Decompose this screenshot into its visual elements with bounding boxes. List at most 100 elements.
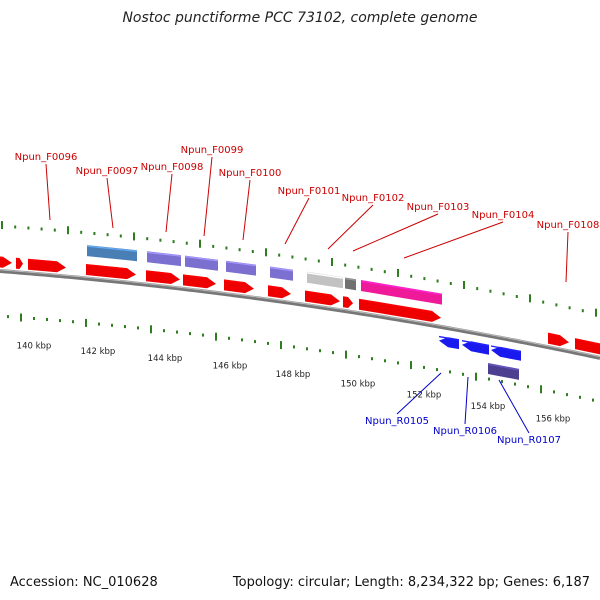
label-leader-line: [565, 231, 569, 283]
scale-ticks-inner: [7, 313, 594, 402]
scale-tick-minor: [304, 257, 307, 261]
gene-reverse-arrow: [461, 340, 490, 355]
gene-label-forward: Npun_F0104: [472, 210, 535, 221]
label-leader-line: [464, 376, 469, 425]
gene-forward-block-bevel: [269, 266, 294, 272]
scale-tick-minor: [80, 230, 83, 234]
scale-tick-minor: [344, 263, 347, 267]
scale-tick-minor: [7, 315, 9, 319]
cds-forward-arrow: [182, 274, 216, 289]
scale-label: 142 kbp: [81, 347, 116, 357]
cds-forward-arrow-body: [343, 296, 353, 308]
scale-tick-minor: [172, 240, 175, 244]
scale-tick-major: [199, 239, 201, 248]
cds-forward-arrow-body: [86, 264, 136, 280]
gene-forward-block-bevel: [86, 245, 138, 252]
scale-tick-minor: [436, 368, 438, 372]
label-leader-line: [498, 379, 530, 434]
cds-forward-arrow-bevel: [27, 259, 58, 263]
scale-tick-minor: [254, 340, 256, 344]
scale-tick-minor: [159, 238, 162, 242]
cds-forward-arrow: [145, 270, 180, 284]
scale-tick-minor: [332, 351, 334, 355]
cds-forward-arrow: [223, 279, 254, 294]
gene-label-forward: Npun_F0096: [15, 152, 78, 163]
gene-forward-block-bevel: [306, 272, 344, 279]
scale-tick-major: [133, 232, 135, 241]
gene-forward-block-bevel: [225, 261, 257, 267]
scale-tick-major: [265, 248, 267, 257]
scale-tick-minor: [202, 333, 204, 337]
label-leader-line: [203, 156, 213, 237]
scale-tick-minor: [59, 319, 61, 323]
scale-tick-minor: [358, 355, 360, 359]
scale-tick-minor: [476, 287, 479, 291]
cds-forward-arrow-bevel: [85, 264, 128, 270]
gene-forward-block-bevel: [184, 255, 219, 262]
gene-reverse-arrow: [490, 345, 522, 361]
label-leader-line: [165, 173, 173, 233]
gene-label-forward: Npun_F0103: [407, 202, 470, 213]
scale-label: 150 kbp: [341, 380, 376, 390]
scale-tick-minor: [46, 318, 48, 321]
scale-tick-minor: [119, 234, 122, 238]
gene-forward-block: [184, 255, 219, 271]
gene-reverse-block: [487, 363, 520, 380]
gene-label-forward: Npun_F0098: [141, 162, 204, 173]
scale-tick-minor: [553, 390, 555, 394]
scale-tick-major: [280, 341, 282, 350]
scale-tick-minor: [581, 309, 584, 313]
cds-forward-arrow-bevel: [182, 274, 208, 279]
gene-forward-block: [360, 280, 443, 305]
cds-forward-arrow-bevel: [574, 338, 600, 346]
gene-forward-block-body: [307, 271, 343, 289]
cds-forward-arrow-body: [16, 257, 23, 269]
scale-tick-minor: [462, 372, 464, 376]
scale-tick-minor: [514, 382, 516, 386]
cds-forward-arrow-bevel: [547, 332, 561, 337]
gene-forward-block: [306, 271, 344, 289]
cds-forward-arrow-body: [268, 285, 291, 299]
cds-forward-arrow: [27, 258, 66, 273]
scale-tick-minor: [33, 317, 35, 320]
scale-tick-minor: [146, 237, 149, 241]
cds-forward-arrow: [574, 338, 600, 355]
scale-tick-minor: [436, 279, 439, 283]
cds-forward-arrow: [15, 257, 23, 269]
scale-tick-minor: [410, 274, 413, 278]
scale-tick-minor: [124, 325, 126, 329]
genome-stats-text: Topology: circular; Length: 8,234,322 bp…: [232, 575, 590, 590]
scale-tick-minor: [357, 265, 360, 269]
gene-reverse-block-bevel: [487, 363, 520, 371]
backbone-line: [0, 269, 600, 360]
cds-forward-arrow-body: [183, 274, 216, 289]
scale-label: 140 kbp: [17, 342, 52, 352]
gene-reverse-arrow-bevel: [490, 345, 522, 353]
scale-tick-major: [20, 313, 22, 322]
scale-tick-major: [345, 350, 347, 359]
gene-labels: 140 kbp 142 kbp 144 kbp 146 kbp 148 kbp 150 k…: [15, 145, 600, 446]
cds-forward-arrow-bevel: [358, 299, 433, 313]
scale-tick-major: [463, 281, 465, 289]
scale-tick-minor: [251, 250, 254, 253]
cds-forward-arrow-body: [305, 290, 340, 306]
scale-tick-minor: [317, 259, 320, 263]
gene-label-forward: Npun_F0097: [76, 166, 139, 177]
scale-tick-major: [85, 318, 87, 327]
scale-tick-minor: [212, 244, 215, 248]
scale-tick-minor: [397, 361, 399, 365]
cds-forward-arrow-body: [146, 270, 180, 284]
scale-tick-minor: [293, 345, 295, 349]
gene-label-forward: Npun_F0102: [342, 193, 405, 204]
backbone-highlight: [0, 269, 600, 358]
gene-label-forward: Npun_F0108: [537, 220, 600, 231]
scale-tick-minor: [449, 370, 451, 374]
cds-forward-arrow: [342, 296, 353, 308]
label-leader-line: [352, 213, 439, 252]
scale-tick-minor: [568, 306, 571, 310]
scale-tick-minor: [489, 289, 492, 293]
scale-tick-minor: [111, 323, 113, 327]
scale-tick-minor: [383, 270, 386, 274]
scale-tick-minor: [137, 326, 139, 330]
scale-tick-major: [215, 332, 217, 341]
